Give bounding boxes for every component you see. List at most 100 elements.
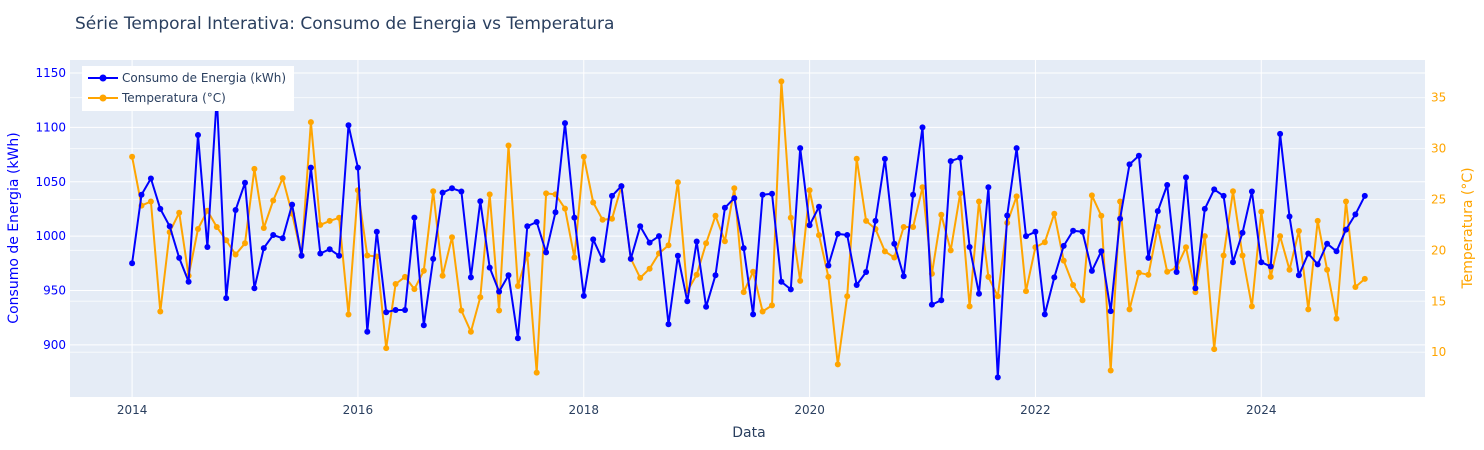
data-point-energy[interactable] xyxy=(947,158,954,165)
data-point-temperature[interactable] xyxy=(994,293,1001,300)
data-point-energy[interactable] xyxy=(439,189,446,196)
data-point-energy[interactable] xyxy=(1248,188,1255,195)
data-point-temperature[interactable] xyxy=(458,307,465,314)
data-point-temperature[interactable] xyxy=(674,179,681,186)
data-point-energy[interactable] xyxy=(345,122,352,129)
data-point-energy[interactable] xyxy=(176,254,183,261)
data-point-energy[interactable] xyxy=(533,219,540,225)
data-point-energy[interactable] xyxy=(1267,263,1274,270)
data-point-temperature[interactable] xyxy=(1286,266,1293,273)
data-point-energy[interactable] xyxy=(1352,211,1359,218)
data-point-temperature[interactable] xyxy=(609,215,615,222)
data-point-temperature[interactable] xyxy=(1135,269,1142,276)
data-point-energy[interactable] xyxy=(778,278,785,285)
data-point-temperature[interactable] xyxy=(223,237,230,244)
data-point-temperature[interactable] xyxy=(985,273,992,280)
data-point-temperature[interactable] xyxy=(467,328,474,335)
data-point-temperature[interactable] xyxy=(392,281,399,287)
data-point-temperature[interactable] xyxy=(1305,306,1312,313)
data-point-energy[interactable] xyxy=(166,223,173,230)
data-point-energy[interactable] xyxy=(420,322,427,329)
data-point-energy[interactable] xyxy=(430,255,437,262)
data-point-energy[interactable] xyxy=(1258,259,1265,266)
data-point-energy[interactable] xyxy=(590,236,597,243)
data-point-temperature[interactable] xyxy=(703,240,710,247)
data-point-energy[interactable] xyxy=(392,307,399,313)
data-point-temperature[interactable] xyxy=(825,273,832,280)
data-point-energy[interactable] xyxy=(242,179,248,186)
data-point-energy[interactable] xyxy=(1220,192,1227,199)
data-point-temperature[interactable] xyxy=(307,119,314,126)
data-point-temperature[interactable] xyxy=(439,272,446,279)
data-point-energy[interactable] xyxy=(1305,250,1312,257)
data-point-energy[interactable] xyxy=(298,252,305,259)
data-point-energy[interactable] xyxy=(891,240,898,247)
data-point-energy[interactable] xyxy=(373,228,380,235)
data-point-temperature[interactable] xyxy=(336,214,343,221)
data-point-temperature[interactable] xyxy=(1295,228,1302,234)
data-point-energy[interactable] xyxy=(787,286,794,293)
data-point-energy[interactable] xyxy=(449,185,455,192)
data-point-temperature[interactable] xyxy=(1248,303,1255,310)
data-point-energy[interactable] xyxy=(307,164,314,171)
data-point-energy[interactable] xyxy=(806,222,813,229)
data-point-energy[interactable] xyxy=(336,252,343,259)
data-point-temperature[interactable] xyxy=(910,224,917,230)
data-point-temperature[interactable] xyxy=(712,212,719,219)
data-point-temperature[interactable] xyxy=(571,254,578,261)
data-point-temperature[interactable] xyxy=(806,187,813,194)
data-point-temperature[interactable] xyxy=(665,242,672,249)
data-point-temperature[interactable] xyxy=(543,190,550,197)
data-point-temperature[interactable] xyxy=(778,78,785,85)
data-point-temperature[interactable] xyxy=(514,283,521,289)
data-point-energy[interactable] xyxy=(1314,261,1321,268)
data-point-temperature[interactable] xyxy=(853,155,860,162)
data-point-temperature[interactable] xyxy=(759,308,766,315)
data-point-temperature[interactable] xyxy=(1107,367,1114,374)
data-point-energy[interactable] xyxy=(467,274,474,281)
data-point-energy[interactable] xyxy=(957,154,964,161)
data-point-temperature[interactable] xyxy=(919,184,926,191)
data-point-energy[interactable] xyxy=(656,233,662,240)
data-point-temperature[interactable] xyxy=(1070,282,1077,288)
data-point-temperature[interactable] xyxy=(383,345,390,352)
data-point-temperature[interactable] xyxy=(834,361,841,368)
data-point-energy[interactable] xyxy=(458,188,465,195)
data-point-temperature[interactable] xyxy=(242,240,248,247)
data-point-energy[interactable] xyxy=(731,195,738,202)
data-point-temperature[interactable] xyxy=(1267,273,1274,280)
data-point-temperature[interactable] xyxy=(1230,188,1236,195)
data-point-temperature[interactable] xyxy=(213,224,220,230)
data-point-temperature[interactable] xyxy=(176,209,183,216)
data-point-energy[interactable] xyxy=(270,232,277,238)
data-point-temperature[interactable] xyxy=(486,191,493,198)
data-point-temperature[interactable] xyxy=(1239,252,1246,259)
data-point-energy[interactable] xyxy=(514,335,521,342)
data-point-temperature[interactable] xyxy=(1117,198,1124,205)
data-point-energy[interactable] xyxy=(618,183,625,190)
data-point-temperature[interactable] xyxy=(1258,208,1265,215)
data-point-energy[interactable] xyxy=(1333,248,1340,255)
data-point-temperature[interactable] xyxy=(740,289,747,296)
data-point-temperature[interactable] xyxy=(364,252,371,259)
data-point-energy[interactable] xyxy=(1295,272,1302,279)
data-point-energy[interactable] xyxy=(721,204,728,211)
data-point-energy[interactable] xyxy=(863,269,870,275)
data-point-temperature[interactable] xyxy=(1079,297,1086,304)
data-point-energy[interactable] xyxy=(1079,228,1086,235)
data-point-energy[interactable] xyxy=(402,307,408,313)
data-point-energy[interactable] xyxy=(1239,229,1246,236)
data-point-energy[interactable] xyxy=(665,321,672,328)
data-point-energy[interactable] xyxy=(496,288,503,295)
data-point-energy[interactable] xyxy=(900,273,907,280)
data-point-energy[interactable] xyxy=(646,239,653,246)
data-point-energy[interactable] xyxy=(1135,152,1142,159)
data-point-energy[interactable] xyxy=(693,238,700,245)
data-point-energy[interactable] xyxy=(1107,308,1114,315)
legend[interactable]: Consumo de Energia (kWh) Temperatura (°C… xyxy=(82,66,294,111)
data-point-energy[interactable] xyxy=(674,252,681,259)
data-point-energy[interactable] xyxy=(1277,130,1284,137)
data-point-energy[interactable] xyxy=(1013,145,1020,152)
data-point-energy[interactable] xyxy=(505,272,512,279)
data-point-temperature[interactable] xyxy=(844,293,851,300)
